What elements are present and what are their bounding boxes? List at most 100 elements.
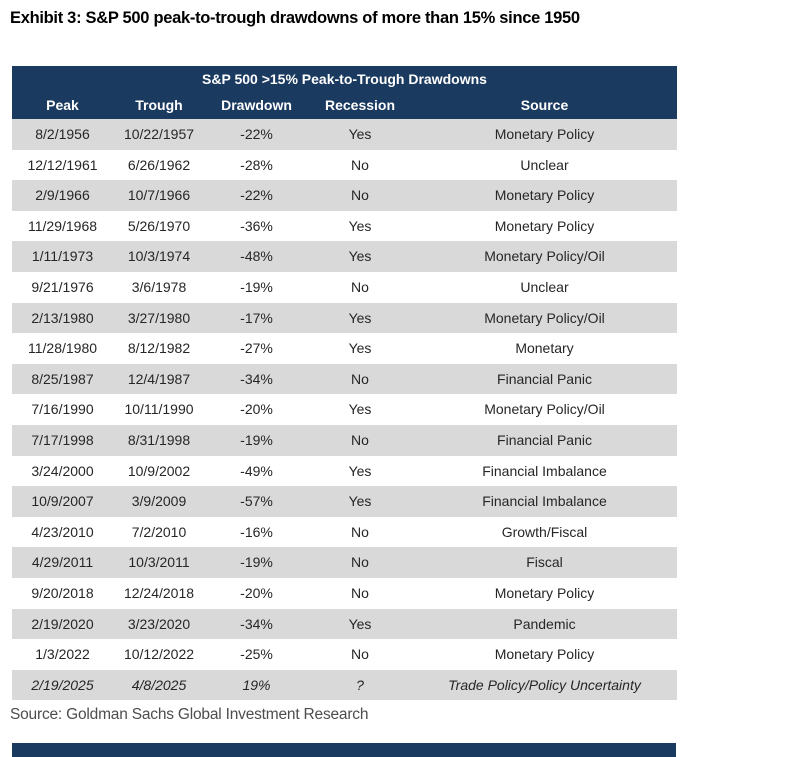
cell-recession: Yes — [348, 401, 372, 418]
drawdowns-table: S&P 500 >15% Peak-to-Trough Drawdowns Pe… — [12, 66, 677, 701]
cell-source: Monetary Policy/Oil — [484, 248, 605, 265]
table-header-title: S&P 500 >15% Peak-to-Trough Drawdowns — [12, 66, 677, 93]
cell-peak: 3/24/2000 — [31, 462, 94, 479]
table-row: 8/2/1956 10/22/1957 -22% Yes Monetary Policy — [12, 119, 677, 150]
table-row: 2/13/1980 3/27/1980 -17% Yes Monetary Policy… — [12, 302, 677, 334]
table-row: 4/29/2011 10/3/2011 -19% No Fiscal — [12, 547, 677, 578]
column-header-trough: Trough — [135, 97, 183, 113]
cell-source: Growth/Fiscal — [501, 523, 588, 540]
cell-recession: No — [351, 187, 369, 204]
cell-peak: 7/17/1998 — [31, 431, 94, 448]
cell-trough: 3/23/2020 — [127, 615, 191, 632]
cell-source: Monetary Policy — [494, 187, 595, 204]
column-header-recession: Recession — [324, 97, 396, 113]
cell-peak: 1/11/1973 — [31, 248, 94, 265]
cell-drawdown: -28% — [240, 156, 273, 173]
cell-peak: 11/28/1980 — [27, 340, 98, 357]
table-row: 2/19/2025 4/8/2025 19%? Trade Policy/Policy… — [12, 669, 677, 701]
cell-drawdown: -20% — [240, 584, 273, 601]
table-row: 7/16/1990 10/11/1990 -20% Yes Monetary Polic… — [12, 394, 677, 425]
table-row: 2/19/2020 3/23/2020 -34% Yes Pandemic — [12, 608, 677, 640]
cell-peak: 8/25/1987 — [31, 370, 94, 387]
table-row: 10/9/2007 3/9/2009 -57% Yes Financial Imbala… — [12, 486, 677, 517]
cell-drawdown: -34% — [240, 615, 273, 632]
cell-trough: 4/8/2025 — [131, 676, 187, 693]
table-row: 11/29/1968 5/26/1970 -36% Yes Monetary Polic… — [12, 211, 677, 242]
cell-recession: No — [351, 278, 369, 295]
column-header-drawdown: Drawdown — [221, 97, 292, 113]
cell-trough: 10/7/1966 — [127, 187, 191, 204]
table-row: 7/17/1998 8/31/1998 -19% No Financial Panic — [12, 424, 677, 456]
table-row: 2/9/1966 10/7/1966 -22% No Monetary Policy — [12, 180, 677, 211]
cell-source: Financial Panic — [497, 370, 592, 387]
cell-source: Monetary Policy/Oil — [484, 401, 605, 418]
cell-source: Financial Panic — [497, 431, 592, 448]
table-row: 3/24/2000 10/9/2002 -49% Yes Financial Imbal… — [12, 456, 677, 487]
cell-drawdown: -22% — [240, 126, 273, 142]
cell-recession: No — [351, 156, 369, 173]
cell-source: Unclear — [520, 278, 569, 295]
cell-drawdown: -34% — [240, 370, 273, 387]
table-column-headers: Peak Trough Drawdown Recession Source — [12, 93, 677, 119]
cell-peak: 2/19/2025 — [31, 676, 94, 693]
cell-drawdown: -19% — [240, 278, 273, 295]
cell-drawdown: -19% — [240, 431, 273, 448]
cell-peak: 4/29/2011 — [31, 554, 94, 571]
cell-trough: 6/26/1962 — [127, 156, 191, 173]
table-row: 8/25/1987 12/4/1987 -34% No Financial Panic — [12, 363, 677, 395]
cell-drawdown: -22% — [240, 187, 273, 204]
cell-drawdown: -19% — [240, 554, 273, 571]
cell-recession: No — [351, 584, 369, 601]
cell-trough: 12/24/2018 — [123, 584, 195, 601]
cell-drawdown: 19% — [242, 676, 271, 693]
cell-drawdown: -57% — [240, 493, 273, 510]
cell-source: Financial Imbalance — [482, 493, 607, 510]
cell-recession: ? — [356, 676, 364, 693]
cell-source: Unclear — [520, 156, 569, 173]
table-row: 1/3/2022 10/12/2022 -25% No Monetary Policy — [12, 639, 677, 670]
cell-trough: 8/31/1998 — [127, 431, 191, 448]
table-row: 9/20/2018 12/24/2018 -20% No Monetary Policy — [12, 578, 677, 609]
cell-source: Monetary Policy/Oil — [484, 309, 605, 326]
cell-recession: Yes — [348, 340, 372, 357]
cell-recession: No — [351, 523, 369, 540]
cell-peak: 4/23/2010 — [31, 523, 94, 540]
column-header-peak: Peak — [46, 97, 79, 113]
table-body: 8/2/1956 10/22/1957 -22% Yes Monetary Policy… — [12, 119, 677, 701]
cell-drawdown: -17% — [240, 309, 273, 326]
cell-recession: No — [351, 554, 369, 571]
table-row: 4/23/2010 7/2/2010 -16% No Growth/Fiscal — [12, 517, 677, 548]
cell-trough: 10/12/2022 — [123, 646, 195, 663]
cell-recession: No — [351, 370, 369, 387]
cell-trough: 7/2/2010 — [131, 523, 187, 540]
cell-source: Monetary Policy — [494, 126, 595, 142]
cell-drawdown: -16% — [240, 523, 273, 540]
cell-recession: Yes — [348, 126, 372, 142]
cell-source: Monetary Policy — [494, 217, 595, 234]
cell-source: Monetary — [515, 340, 574, 357]
table-row: 11/28/1980 8/12/1982 -27% Yes Monetary — [12, 333, 677, 364]
exhibit-title: Exhibit 3: S&P 500 peak-to-trough drawdo… — [10, 9, 580, 27]
cell-recession: Yes — [348, 462, 372, 479]
cell-source: Pandemic — [513, 615, 576, 632]
cell-recession: Yes — [348, 248, 372, 265]
cell-trough: 3/27/1980 — [127, 309, 191, 326]
table-row: 1/11/1973 10/3/1974 -48% Yes Monetary Policy… — [12, 241, 677, 272]
cell-drawdown: -25% — [240, 646, 273, 663]
cell-trough: 8/12/1982 — [127, 340, 191, 357]
cell-recession: No — [351, 646, 369, 663]
cell-drawdown: -36% — [240, 217, 273, 234]
cell-peak: 9/21/1976 — [31, 278, 94, 295]
cell-trough: 10/9/2002 — [127, 462, 191, 479]
table-row: 12/12/1961 6/26/1962 -28% No Unclear — [12, 150, 677, 181]
cell-source: Fiscal — [526, 554, 563, 571]
cell-peak: 2/9/1966 — [35, 187, 90, 204]
cell-source: Financial Imbalance — [482, 462, 607, 479]
table-row: 9/21/1976 3/6/1978 -19% No Unclear — [12, 272, 677, 303]
cell-trough: 10/11/1990 — [124, 401, 194, 418]
cell-trough: 12/4/1987 — [127, 370, 191, 387]
column-header-source: Source — [520, 97, 569, 113]
cell-trough: 3/6/1978 — [131, 278, 187, 295]
cell-source: Trade Policy/Policy Uncertainty — [448, 676, 641, 693]
